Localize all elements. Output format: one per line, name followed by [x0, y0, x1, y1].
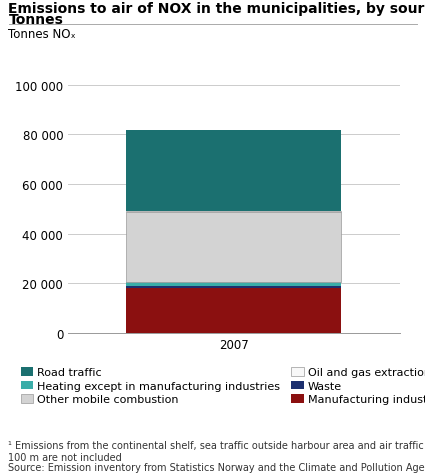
- Bar: [126, 287, 342, 288]
- Bar: [126, 288, 342, 333]
- Bar: [126, 212, 342, 213]
- Bar: [126, 282, 342, 287]
- Bar: [126, 130, 342, 212]
- Text: Tonnes NOₓ: Tonnes NOₓ: [8, 28, 76, 40]
- Text: ¹ Emissions from the continental shelf, sea traffic outside harbour area and air: ¹ Emissions from the continental shelf, …: [8, 440, 425, 462]
- Text: Source: Emission inventory from Statistics Norway and the Climate and Pollution : Source: Emission inventory from Statisti…: [8, 462, 425, 472]
- Text: Tonnes: Tonnes: [8, 13, 63, 27]
- Bar: [126, 213, 342, 282]
- Text: Emissions to air of NOX in the municipalities, by source¹. 2007.: Emissions to air of NOX in the municipal…: [8, 2, 425, 16]
- Legend: Road traffic, Heating except in manufacturing industries, Other mobile combustio: Road traffic, Heating except in manufact…: [20, 367, 425, 405]
